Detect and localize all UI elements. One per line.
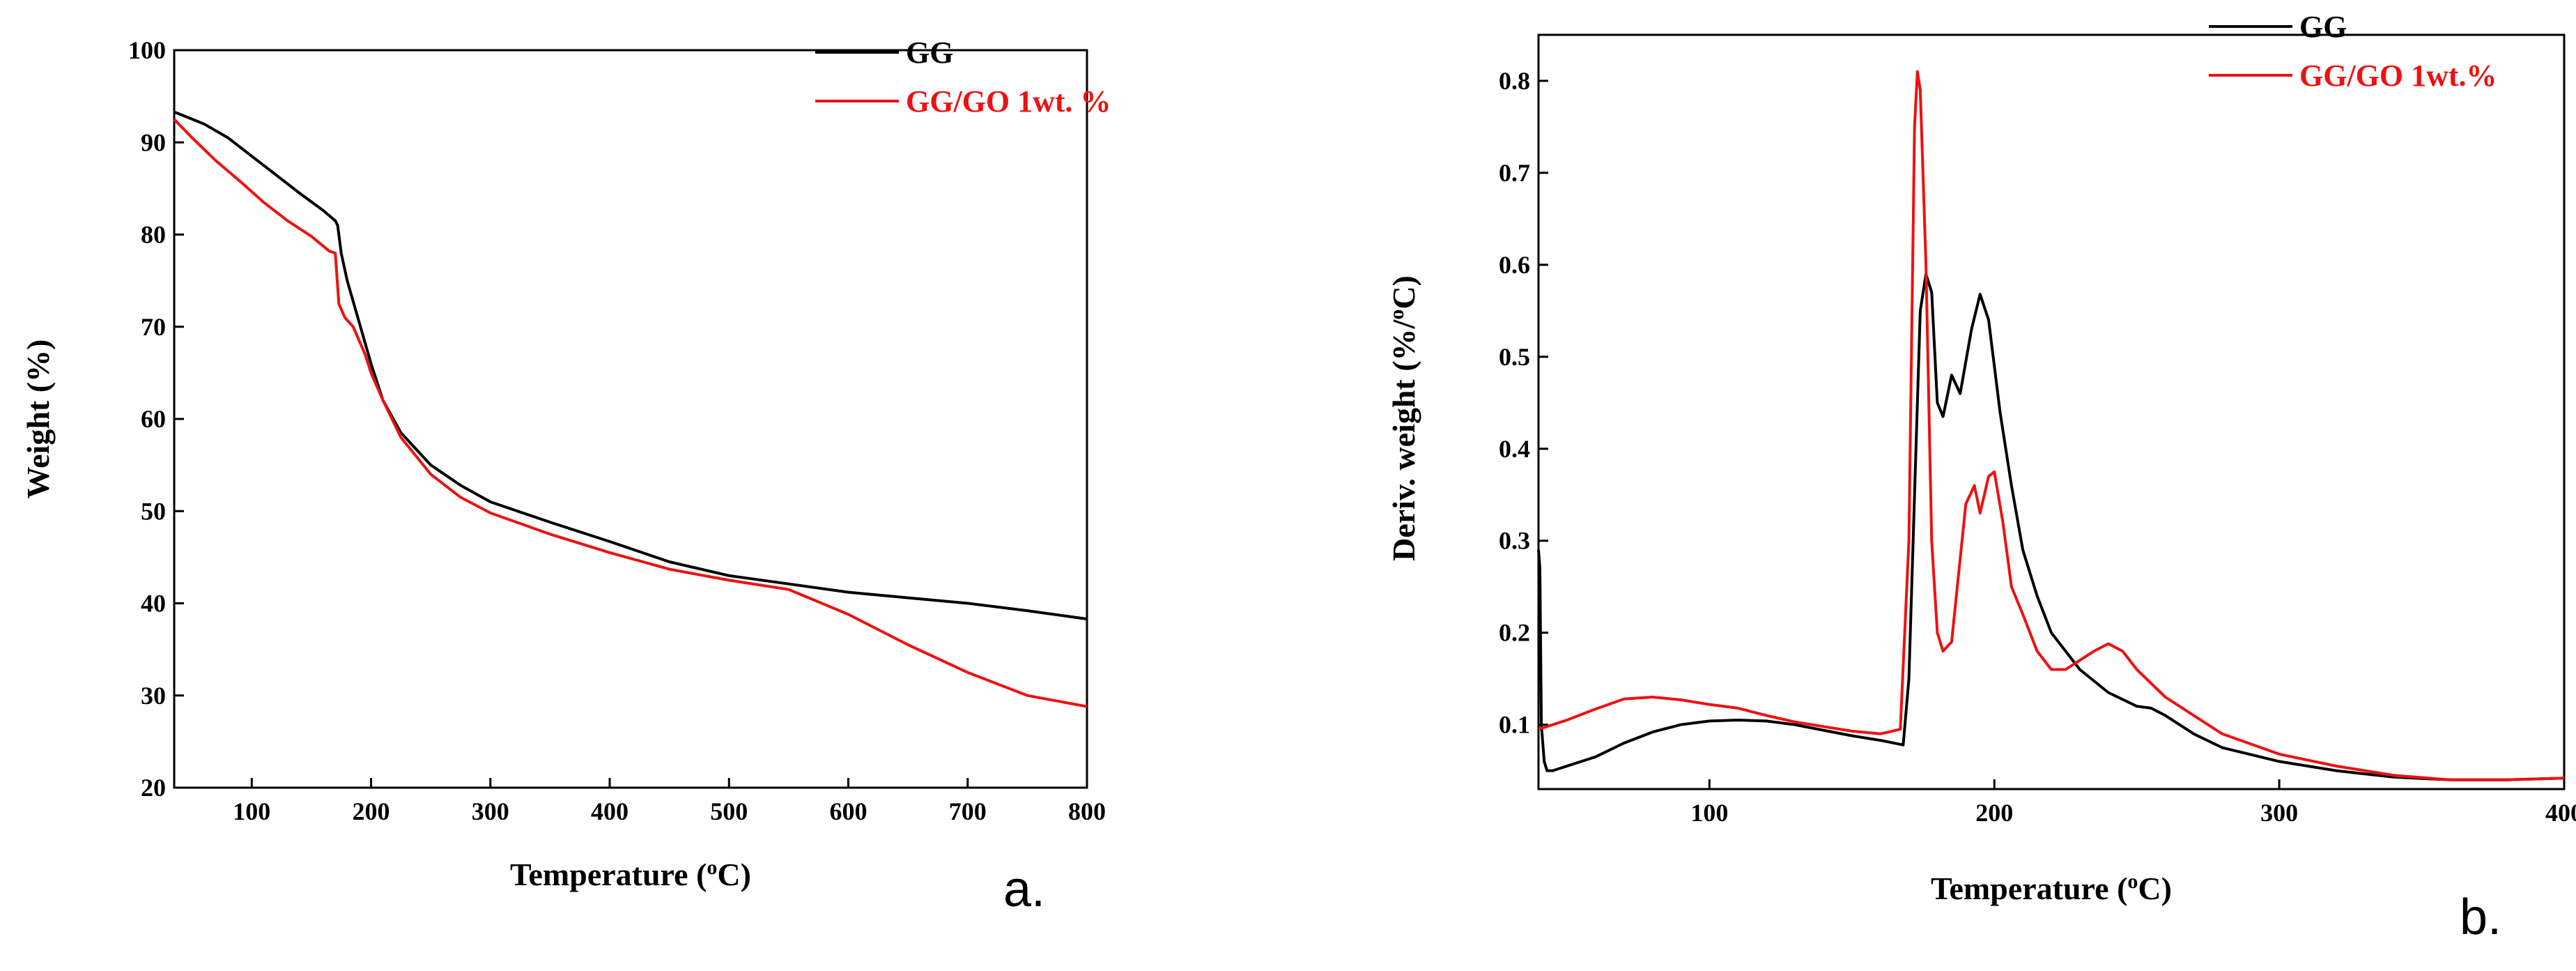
chart-a-ytick-label: 80: [141, 221, 166, 249]
chart-b-xlabel: Temperature (oC): [1931, 870, 2172, 907]
chart-a-xtick-label: 200: [353, 797, 390, 825]
chart-a-xtick-label: 600: [830, 797, 867, 825]
chart-a-ytick-label: 30: [141, 682, 166, 710]
chart-a-ytick-label: 40: [141, 590, 166, 618]
legend-gggo-label: GG/GO 1wt. %: [906, 84, 1111, 118]
chart-a-xtick-label: 300: [472, 797, 509, 825]
chart-b-xtick-label: 100: [1690, 799, 1728, 827]
chart-b-ticks: 100 200 300 400 0.1 0.2 0.3 0.4 0.5 0.6 0.7 0.8: [1499, 67, 2576, 827]
chart-a-xtick-label: 700: [949, 797, 987, 825]
chart-a: 100 200 300 400 500 600 700 800 20 30 40 50 60 70 80 90…: [20, 36, 1111, 917]
chart-b-xtick-label: 300: [2260, 799, 2298, 827]
chart-b-panel-label: b.: [2460, 889, 2501, 945]
chart-a-panel-label: a.: [1003, 862, 1045, 917]
chart-b-ylabel-main: Deriv. weight (%/: [1386, 319, 1421, 560]
chart-a-xtick-label: 100: [233, 797, 270, 825]
chart-a-xtick-label: 400: [591, 797, 628, 825]
chart-b-xtick-label: 200: [1975, 799, 2013, 827]
chart-b-ylabel-end: C): [1386, 275, 1421, 309]
chart-b-xlabel-sup: o: [2127, 870, 2138, 893]
chart-a-series-gg-line: [173, 110, 1088, 620]
chart-a-plot-frame: [173, 49, 1088, 789]
chart-b-plot-frame: [1537, 33, 2566, 790]
chart-a-ticks: 100 200 300 400 500 600 700 800 20 30 40 50 60 70 80 90…: [128, 36, 1106, 825]
chart-a-ylabel: Weight (%): [20, 339, 56, 499]
chart-b-series-gg-line: [1537, 273, 2565, 781]
chart-a-ytick-label: 60: [141, 405, 166, 433]
chart-a-legend: GG GG/GO 1wt. %: [815, 36, 1111, 118]
legend-gg-label: GG: [2299, 10, 2347, 44]
chart-b-ytick-label: 0.3: [1499, 527, 1530, 555]
chart-b-legend: GG GG/GO 1wt.%: [2209, 10, 2497, 93]
chart-b-ytick-label: 0.6: [1499, 251, 1530, 279]
chart-a-xlabel-end: C): [717, 857, 751, 892]
legend-gggo-label: GG/GO 1wt.%: [2299, 59, 2497, 93]
chart-b-series: [1537, 70, 2565, 781]
chart-a-xtick-label: 800: [1068, 797, 1106, 825]
chart-a-xtick-label: 500: [710, 797, 748, 825]
chart-b-ytick-label: 0.5: [1499, 343, 1530, 371]
chart-a-xlabel-sup: o: [707, 856, 717, 879]
chart-b-ytick-label: 0.2: [1499, 619, 1530, 647]
chart-a-ytick-label: 90: [141, 128, 166, 156]
chart-a-ytick-label: 50: [141, 497, 166, 525]
chart-b-xlabel-end: C): [2138, 871, 2172, 906]
chart-a-series-gggo-line: [173, 118, 1088, 708]
chart-a-ytick-label: 100: [128, 36, 166, 64]
legend-gg-label: GG: [906, 36, 953, 70]
chart-b: 100 200 300 400 0.1 0.2 0.3 0.4 0.5 0.6 0.7 0.8 GG …: [1385, 10, 2576, 945]
chart-b-ytick-label: 0.8: [1499, 67, 1530, 95]
chart-a-ytick-label: 70: [141, 313, 166, 341]
chart-b-ylabel: Deriv. weight (%/oC): [1385, 275, 1422, 561]
chart-a-series: [173, 110, 1088, 708]
chart-a-xlabel: Temperature (oC): [510, 856, 751, 893]
chart-b-xlabel-main: Temperature (: [1931, 871, 2127, 906]
chart-a-xlabel-main: Temperature (: [510, 857, 707, 892]
chart-b-ytick-label: 0.4: [1499, 435, 1530, 463]
chart-a-ytick-label: 20: [141, 774, 166, 802]
chart-b-ytick-label: 0.7: [1499, 159, 1530, 187]
chart-b-ytick-label: 0.1: [1499, 711, 1530, 739]
chart-b-series-gggo-line: [1538, 70, 2565, 781]
chart-b-ylabel-sup: o: [1385, 309, 1408, 320]
chart-b-xtick-label: 400: [2545, 799, 2576, 827]
